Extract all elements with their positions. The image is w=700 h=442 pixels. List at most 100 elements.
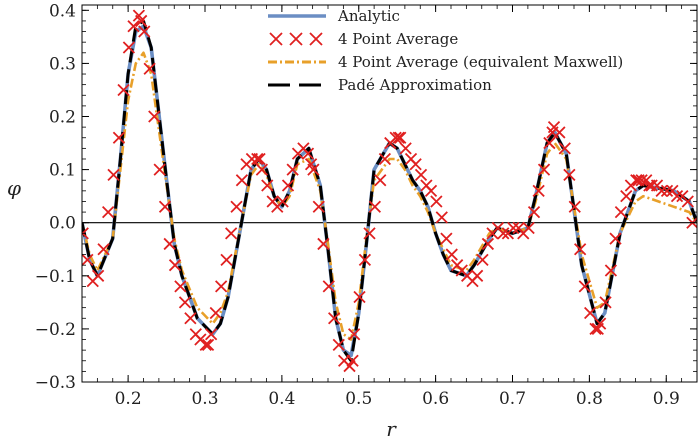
legend-pad-approximation-label: Padé Approximation xyxy=(338,76,492,94)
data-point-x-marker xyxy=(681,195,694,208)
data-point-x-marker xyxy=(574,243,587,256)
data-point-x-marker xyxy=(153,163,166,176)
series-4-point-average xyxy=(82,9,697,373)
data-point-x-marker xyxy=(253,152,266,166)
data-point-x-marker xyxy=(471,269,484,282)
data-point-x-marker xyxy=(135,14,148,28)
data-point-x-marker xyxy=(209,306,222,320)
x-tick-label: 0.2 xyxy=(115,389,142,409)
y-tick-label: 0.3 xyxy=(49,54,76,74)
legend-4-point-average-swatch xyxy=(269,32,283,46)
data-point-x-marker xyxy=(374,174,387,187)
data-point-x-marker xyxy=(122,41,136,54)
data-point-x-marker xyxy=(440,232,453,245)
data-point-x-marker xyxy=(445,248,458,261)
data-point-x-marker xyxy=(394,131,407,144)
data-point-x-marker xyxy=(620,190,633,203)
data-point-x-marker xyxy=(399,142,412,155)
data-point-x-marker xyxy=(322,280,335,293)
y-tick-label: 0.1 xyxy=(49,161,76,181)
data-point-x-marker xyxy=(497,227,510,240)
y-tick-label: 0.0 xyxy=(49,214,76,234)
data-point-x-marker xyxy=(332,338,345,351)
y-tick-label: −0.3 xyxy=(35,373,76,393)
data-point-x-marker xyxy=(82,253,94,267)
y-tick-label: 0.4 xyxy=(49,1,76,21)
data-point-x-marker xyxy=(178,296,192,309)
x-tick-label: 0.5 xyxy=(345,389,372,409)
data-point-x-marker xyxy=(424,184,438,197)
data-point-x-marker xyxy=(97,243,110,256)
data-point-x-marker xyxy=(476,253,489,267)
x-tick-label: 0.7 xyxy=(499,389,526,409)
data-point-x-marker xyxy=(558,142,571,155)
data-point-x-marker xyxy=(378,152,392,166)
data-point-x-marker xyxy=(220,253,233,267)
data-point-x-marker xyxy=(143,62,156,75)
x-tick-label: 0.6 xyxy=(422,389,449,409)
data-point-x-marker xyxy=(481,237,495,251)
x-tick-label: 0.9 xyxy=(653,389,680,409)
data-point-x-marker xyxy=(578,280,591,293)
data-point-x-marker xyxy=(507,221,520,235)
data-point-x-marker xyxy=(435,211,448,224)
data-point-x-marker xyxy=(255,163,269,176)
legend-4-point-average-equivalent-maxwell-label: 4 Point Average (equivalent Maxwell) xyxy=(338,53,623,71)
data-point-x-marker xyxy=(430,195,443,208)
data-point-x-marker xyxy=(112,131,126,144)
data-point-x-marker xyxy=(368,200,382,213)
data-point-x-marker xyxy=(389,131,402,144)
data-point-x-marker xyxy=(276,195,289,208)
y-axis-label: φ xyxy=(7,176,21,200)
data-point-x-marker xyxy=(553,126,566,139)
x-tick-label: 0.8 xyxy=(576,389,603,409)
data-point-x-marker xyxy=(163,237,176,251)
y-tick-label: −0.1 xyxy=(35,267,76,287)
data-point-x-marker xyxy=(184,312,197,325)
data-point-x-marker xyxy=(599,296,612,309)
data-point-x-marker xyxy=(655,184,668,197)
data-point-x-marker xyxy=(138,25,151,38)
data-point-x-marker xyxy=(107,168,120,182)
data-point-x-marker xyxy=(230,200,243,213)
data-point-x-marker xyxy=(614,205,628,219)
data-point-x-marker xyxy=(348,328,361,341)
y-tick-label: −0.2 xyxy=(35,320,76,340)
data-point-x-marker xyxy=(630,174,643,187)
data-point-x-marker xyxy=(584,306,597,320)
legend-analytic-label: Analytic xyxy=(337,7,400,25)
data-point-x-marker xyxy=(604,264,618,277)
data-point-x-marker xyxy=(102,205,115,219)
data-point-x-marker xyxy=(148,110,161,123)
data-point-x-marker xyxy=(168,259,182,272)
data-point-x-marker xyxy=(522,221,535,235)
data-point-x-marker xyxy=(174,280,187,293)
data-point-x-marker xyxy=(261,179,274,192)
data-point-x-marker xyxy=(201,338,215,351)
data-point-x-marker xyxy=(199,338,212,351)
data-point-x-marker xyxy=(568,200,581,213)
data-point-x-marker xyxy=(127,20,140,33)
data-point-x-marker xyxy=(358,253,372,267)
data-point-x-marker xyxy=(317,237,330,251)
data-point-x-marker xyxy=(409,158,422,171)
data-point-x-marker xyxy=(225,227,238,240)
data-point-x-marker xyxy=(670,190,684,203)
y-tick-label: 0.2 xyxy=(49,108,76,128)
data-point-x-marker xyxy=(281,179,295,192)
data-point-x-marker xyxy=(414,168,428,182)
data-point-x-marker xyxy=(563,168,576,182)
data-point-x-marker xyxy=(301,147,315,160)
series-layer xyxy=(82,9,697,373)
data-point-x-marker xyxy=(660,184,674,197)
data-point-x-marker xyxy=(312,200,325,213)
data-point-x-marker xyxy=(532,184,545,197)
legend-4-point-average-swatch xyxy=(309,32,323,46)
data-point-x-marker xyxy=(286,163,299,176)
data-point-x-marker xyxy=(205,328,218,341)
data-point-x-marker xyxy=(635,174,648,187)
data-point-x-marker xyxy=(251,152,264,166)
data-point-x-marker xyxy=(527,205,541,219)
data-point-x-marker xyxy=(328,312,341,325)
